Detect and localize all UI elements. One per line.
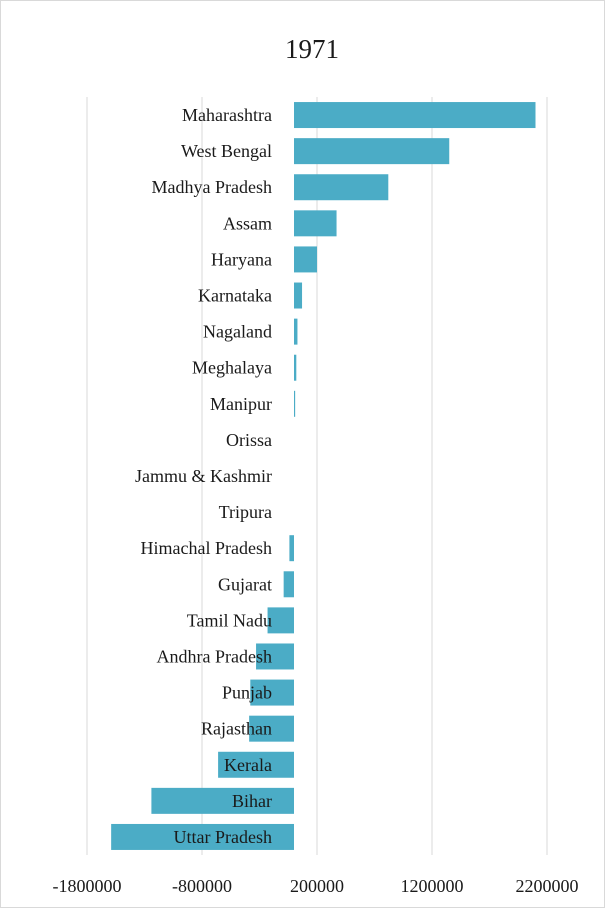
bar-assam bbox=[294, 210, 337, 237]
category-label: Nagaland bbox=[203, 322, 272, 342]
category-label: West Bengal bbox=[181, 141, 272, 161]
bar-maharashtra bbox=[294, 102, 536, 129]
category-label: Assam bbox=[223, 213, 272, 233]
category-label: Tamil Nadu bbox=[187, 610, 272, 630]
category-label: Orissa bbox=[226, 430, 272, 450]
bar-tamil-nadu bbox=[267, 607, 294, 634]
bar-haryana bbox=[294, 246, 317, 273]
category-label: Rajasthan bbox=[201, 719, 272, 739]
category-label: Himachal Pradesh bbox=[141, 538, 272, 558]
x-tick-label: -800000 bbox=[172, 876, 232, 896]
category-label: Haryana bbox=[211, 249, 272, 269]
category-labels: Maharashtra West Bengal Madhya Pradesh Assa… bbox=[135, 105, 272, 847]
category-label: Uttar Pradesh bbox=[174, 827, 272, 847]
category-label: Kerala bbox=[224, 755, 272, 775]
category-label: Bihar bbox=[232, 791, 272, 811]
category-label: Punjab bbox=[222, 683, 272, 703]
bar-nagaland bbox=[294, 318, 298, 345]
bar-gujarat bbox=[283, 571, 294, 598]
bar-andhra-pradesh bbox=[256, 643, 294, 670]
bar-rajasthan bbox=[249, 715, 294, 742]
x-tick-label: 2200000 bbox=[516, 876, 579, 896]
category-label: Madhya Pradesh bbox=[152, 177, 272, 197]
bar-uttar-pradesh bbox=[111, 823, 295, 850]
bar-punjab bbox=[250, 679, 294, 706]
bar-karnataka bbox=[294, 282, 303, 309]
category-label: Gujarat bbox=[218, 574, 272, 594]
category-label: Maharashtra bbox=[182, 105, 272, 125]
bar-meghalaya bbox=[294, 354, 297, 381]
bar-himachal-pradesh bbox=[289, 535, 294, 562]
x-tick-label: -1800000 bbox=[53, 876, 122, 896]
bars bbox=[111, 102, 536, 850]
category-label: Jammu & Kashmir bbox=[135, 466, 272, 486]
category-label: Karnataka bbox=[198, 286, 272, 306]
bar-madhya-pradesh bbox=[294, 174, 389, 201]
category-label: Meghalaya bbox=[192, 358, 272, 378]
category-label: Tripura bbox=[219, 502, 272, 522]
x-tick-label: 1200000 bbox=[401, 876, 464, 896]
bar-bihar bbox=[151, 787, 294, 814]
x-tick-label: 200000 bbox=[290, 876, 344, 896]
bar-manipur bbox=[294, 390, 296, 417]
category-label: Manipur bbox=[210, 394, 272, 414]
x-axis-tick-labels: -1800000 -800000 200000 1200000 2200000 bbox=[53, 876, 579, 896]
chart-title: 1971 bbox=[285, 34, 339, 64]
bar-kerala bbox=[218, 751, 294, 778]
bar-west-bengal bbox=[294, 138, 450, 165]
category-label: Andhra Pradesh bbox=[157, 646, 272, 666]
